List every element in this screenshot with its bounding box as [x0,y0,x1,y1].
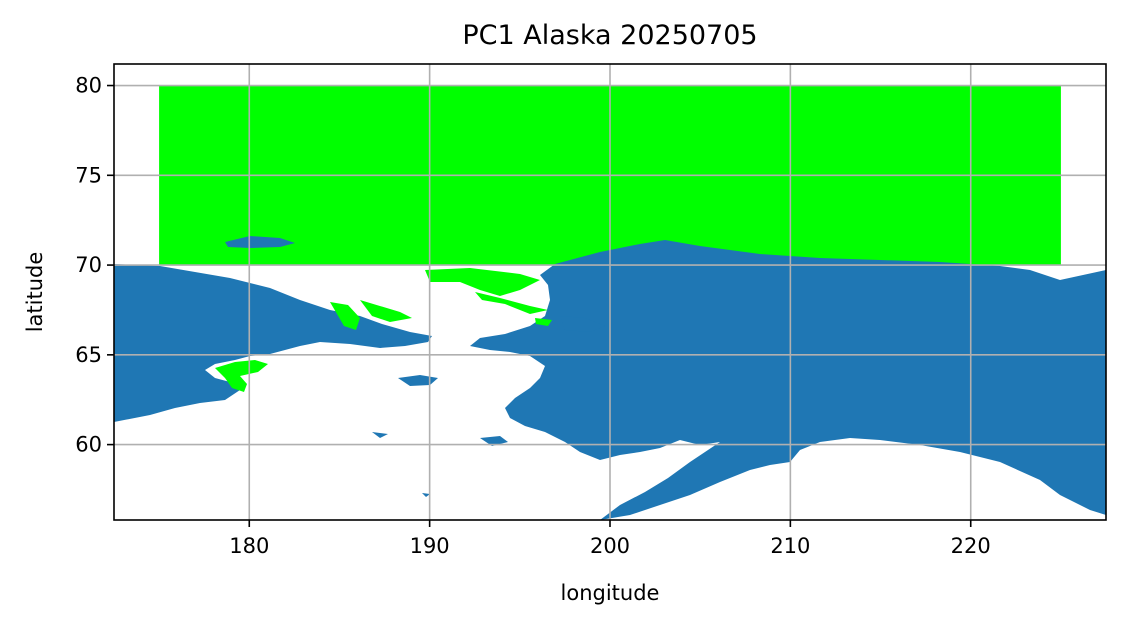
y-axis-label: latitude [23,252,47,333]
y-axis-ticks: 60 65 70 75 80 [75,74,114,457]
y-tick-label: 70 [75,253,102,277]
chukotka-landmass [114,264,432,422]
st-lawrence-island [398,375,438,386]
x-tick-label: 210 [770,534,810,558]
alaska-landmass [470,240,1106,520]
y-tick-label: 75 [75,163,102,187]
x-tick-label: 200 [590,534,630,558]
x-tick-label: 190 [410,534,450,558]
grid-lines [114,64,1106,520]
x-tick-label: 180 [229,534,269,558]
axes-frame [113,63,1107,521]
y-tick-label: 80 [75,74,102,98]
map-title: PC1 Alaska 20250705 [462,20,757,51]
x-axis-ticks: 180 190 200 210 220 [229,520,991,558]
y-tick-label: 65 [75,343,102,367]
y-tick-label: 60 [75,433,102,457]
x-axis-label: longitude [561,581,660,605]
land-masses [114,240,1106,520]
green-coastal-patches [215,236,552,392]
x-tick-label: 220 [951,534,991,558]
